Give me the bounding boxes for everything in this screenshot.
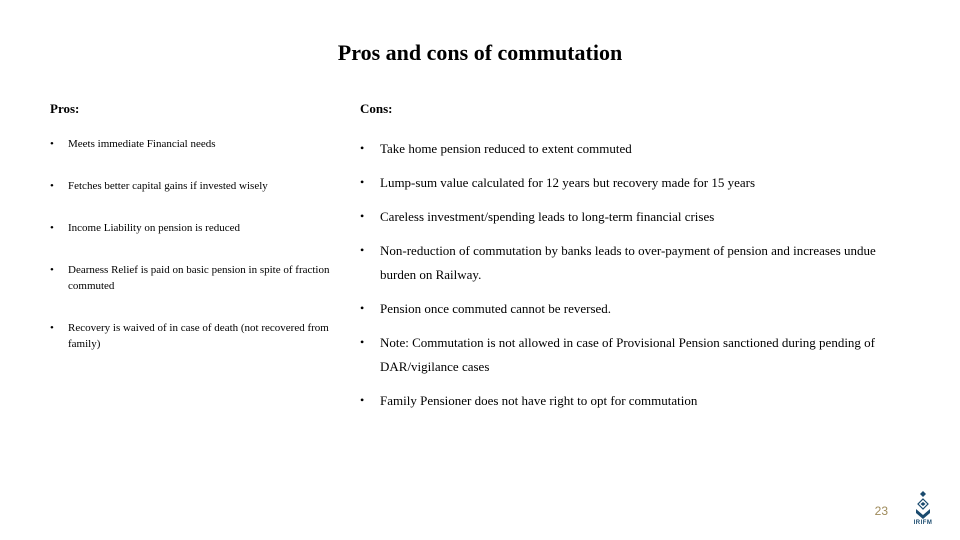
cons-column: Cons: Take home pension reduced to exten…: [360, 101, 910, 423]
columns: Pros: Meets immediate Financial needs Fe…: [50, 101, 910, 423]
logo-icon: [912, 491, 934, 519]
logo: IRIFM: [908, 486, 938, 526]
list-item: Income Liability on pension is reduced: [50, 221, 330, 237]
list-item: Non-reduction of commutation by banks le…: [360, 239, 910, 287]
list-item: Note: Commutation is not allowed in case…: [360, 331, 910, 379]
list-item: Recovery is waived of in case of death (…: [50, 321, 330, 353]
list-item: Lump-sum value calculated for 12 years b…: [360, 171, 910, 195]
page-number: 23: [875, 504, 888, 518]
pros-column: Pros: Meets immediate Financial needs Fe…: [50, 101, 330, 423]
pros-heading: Pros:: [50, 101, 330, 117]
list-item: Dearness Relief is paid on basic pension…: [50, 263, 330, 295]
list-item: Pension once commuted cannot be reversed…: [360, 297, 910, 321]
slide-title: Pros and cons of commutation: [50, 40, 910, 66]
list-item: Take home pension reduced to extent comm…: [360, 137, 910, 161]
list-item: Careless investment/spending leads to lo…: [360, 205, 910, 229]
list-item: Family Pensioner does not have right to …: [360, 389, 910, 413]
cons-list: Take home pension reduced to extent comm…: [360, 137, 910, 413]
pros-list: Meets immediate Financial needs Fetches …: [50, 137, 330, 353]
logo-text: IRIFM: [914, 520, 933, 526]
cons-heading: Cons:: [360, 101, 910, 117]
slide: Pros and cons of commutation Pros: Meets…: [0, 0, 960, 540]
list-item: Fetches better capital gains if invested…: [50, 179, 330, 195]
list-item: Meets immediate Financial needs: [50, 137, 330, 153]
